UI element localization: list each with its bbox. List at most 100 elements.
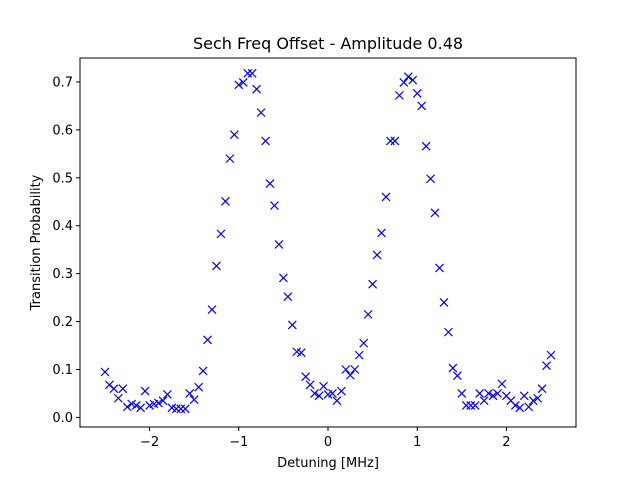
data-point (319, 381, 328, 391)
data-point (203, 335, 212, 345)
data-point (261, 136, 270, 146)
data-point (439, 297, 449, 307)
data-point (296, 348, 306, 358)
data-point (171, 404, 181, 414)
data-point (162, 389, 172, 399)
data-point (136, 403, 146, 413)
data-point (198, 366, 208, 376)
data-point (287, 320, 297, 330)
data-point (377, 228, 386, 238)
y-tick-label: 0.1 (52, 363, 73, 378)
data-point (430, 208, 440, 218)
data-point (412, 89, 422, 98)
data-point (515, 403, 525, 413)
data-point (122, 402, 132, 412)
data-point (363, 309, 373, 319)
data-point (435, 263, 444, 273)
data-point (484, 389, 494, 398)
data-point (488, 391, 498, 401)
data-point (154, 398, 163, 408)
y-tick-label: 0.4 (52, 219, 73, 234)
x-tick-label: 1 (413, 435, 421, 450)
data-point (180, 404, 190, 414)
data-point (399, 78, 409, 87)
data-point (475, 389, 485, 398)
data-point (336, 386, 346, 396)
data-point (510, 401, 520, 410)
data-point (270, 201, 279, 211)
data-point (243, 68, 253, 78)
data-point (225, 154, 235, 164)
data-point (341, 365, 351, 374)
y-tick-label: 0.0 (52, 411, 73, 426)
data-point (314, 391, 324, 401)
data-point (158, 396, 168, 406)
data-point (461, 401, 471, 410)
data-point (533, 393, 543, 403)
data-point (394, 90, 404, 100)
data-point (493, 389, 502, 398)
data-point (403, 72, 413, 82)
data-point (528, 396, 538, 406)
data-point (359, 338, 369, 348)
y-tick-label: 0.5 (52, 171, 73, 186)
data-point (118, 384, 128, 394)
data-point (390, 136, 400, 146)
y-tick-label: 0.3 (52, 267, 73, 282)
data-point (354, 350, 364, 360)
y-axis-label: Transition Probability (29, 174, 44, 311)
x-tick-label: 2 (502, 435, 510, 450)
data-point (546, 350, 556, 360)
data-point (189, 395, 199, 405)
x-axis-label: Detuning [MHz] (277, 456, 379, 471)
data-point (350, 365, 360, 374)
data-point (417, 101, 427, 111)
data-point (274, 239, 284, 249)
x-tick-label: −2 (140, 435, 159, 450)
data-point (542, 361, 551, 371)
data-point (448, 363, 458, 373)
data-point (247, 68, 257, 78)
data-point (131, 401, 141, 410)
data-point (457, 389, 467, 398)
y-tick-label: 0.2 (52, 315, 73, 330)
data-point (301, 372, 311, 382)
data-point (238, 78, 248, 87)
data-point (426, 174, 436, 184)
data-point (212, 261, 221, 271)
data-point (305, 380, 315, 390)
data-point (220, 196, 230, 206)
data-point (278, 273, 288, 283)
data-point (310, 389, 320, 398)
data-point (216, 229, 226, 239)
data-point (194, 382, 204, 392)
data-point (368, 279, 378, 289)
data-point (444, 327, 453, 337)
y-axis-ticks: 0.0 0.1 0.2 0.3 0.4 0.5 0.6 0.7 (52, 75, 80, 426)
data-point (524, 402, 534, 412)
y-tick-label: 0.7 (52, 75, 73, 90)
data-point (452, 371, 462, 381)
data-point (479, 396, 489, 406)
data-point (332, 396, 342, 406)
chart-title: Sech Freq Offset - Amplitude 0.48 (193, 34, 463, 53)
data-point (234, 80, 244, 90)
x-tick-label: −1 (229, 435, 248, 450)
plot-frame (79, 57, 577, 428)
data-point (519, 391, 529, 401)
data-point (328, 389, 337, 398)
data-point (345, 370, 355, 380)
data-point (386, 136, 395, 146)
data-point (265, 179, 275, 188)
y-tick-label: 0.6 (52, 123, 73, 138)
data-point (252, 84, 262, 94)
data-point (229, 130, 239, 140)
data-point (256, 108, 266, 118)
data-point (185, 389, 195, 398)
data-points (100, 68, 556, 414)
data-point (207, 305, 217, 315)
data-point (176, 404, 186, 414)
data-point (408, 75, 418, 85)
data-point (466, 401, 476, 410)
